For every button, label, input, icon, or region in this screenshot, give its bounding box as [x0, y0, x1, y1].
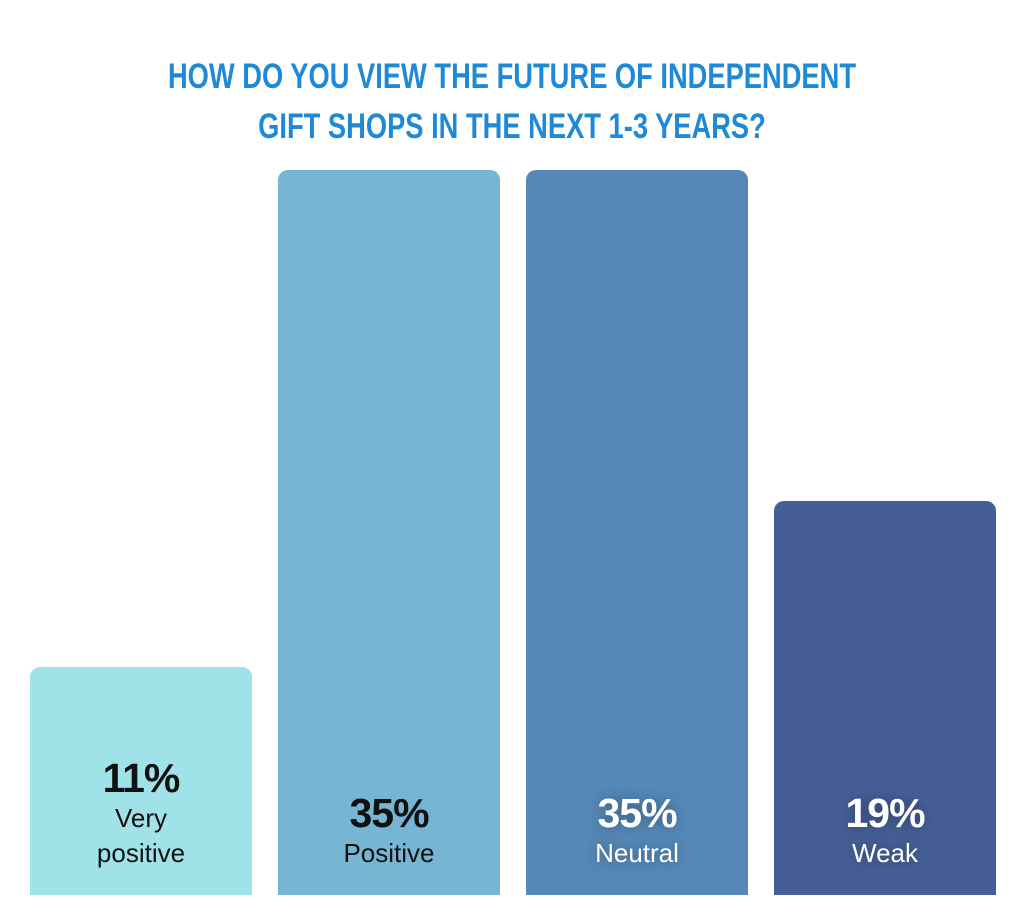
bar-category-label: Weak: [774, 836, 996, 871]
bar-value-label: 11%: [102, 755, 181, 801]
bar-category-label-line: positive: [96, 838, 186, 868]
bar-positive: [278, 170, 500, 895]
bar-weak: [774, 501, 996, 895]
bar-category-label-line: Positive: [343, 838, 435, 868]
chart-title-line-2: GIFT SHOPS IN THE NEXT 1-3 YEARS?: [258, 107, 766, 146]
bar-very-positive: [30, 667, 252, 895]
bar-category-label: Positive: [278, 836, 500, 871]
bar-category-label-line: Very: [114, 803, 168, 833]
chart-title: HOW DO YOU VIEW THE FUTURE OF INDEPENDEN…: [0, 52, 1024, 152]
chart-title-line-1: HOW DO YOU VIEW THE FUTURE OF INDEPENDEN…: [167, 57, 857, 96]
bar-neutral: [526, 170, 748, 895]
bar-category-label-line: Neutral: [595, 838, 679, 868]
bar-value-label: 35%: [349, 790, 429, 836]
bar-category-label: Neutral: [526, 836, 748, 871]
bar-category-label: Very positive: [30, 801, 252, 871]
bar-value-label: 35%: [597, 790, 677, 836]
bar-category-label-line: Weak: [852, 838, 918, 868]
bar-value-label: 19%: [845, 790, 925, 836]
